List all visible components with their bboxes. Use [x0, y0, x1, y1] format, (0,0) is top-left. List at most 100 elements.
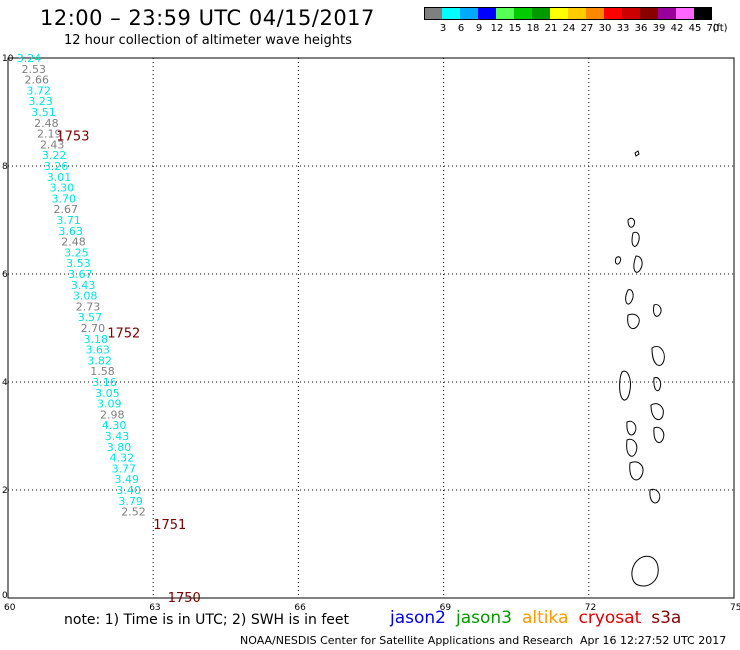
wave-height-value: 2.48 [61, 236, 86, 249]
coastline-island [653, 426, 665, 444]
colorbar-border [424, 7, 712, 20]
wave-height-value: 2.66 [24, 74, 49, 87]
wave-height-value: 3.25 [64, 246, 89, 259]
lon-tick-label: 69 [440, 603, 452, 613]
legend-item-cryosat: cryosat [578, 608, 642, 628]
lon-tick-label: 63 [149, 603, 160, 613]
wave-height-value: 3.77 [112, 462, 136, 475]
colorbar-swatch [568, 7, 586, 20]
coastline-island [626, 420, 637, 436]
colorbar-swatch [478, 7, 496, 20]
coastline-island [629, 461, 644, 481]
wave-height-value: 3.24 [17, 52, 41, 65]
coastline-island [619, 370, 631, 401]
wave-height-value: 3.43 [105, 430, 130, 443]
colorbar-label: 45 [688, 23, 702, 34]
credit-line: NOAA/NESDIS Center for Satellite Applica… [240, 634, 574, 647]
lat-tick-label: 10 [2, 54, 14, 64]
colorbar-label: 12 [490, 23, 504, 34]
colorbar-swatch [514, 7, 532, 20]
pass-time-labels: 1753 1752 1751 1750 [56, 129, 200, 606]
coastline-island [650, 403, 664, 421]
coastline-island [653, 377, 662, 392]
pass-time-label: 1750 [168, 591, 201, 606]
wave-height-value: 2.53 [22, 63, 47, 76]
wave-height-value: 3.57 [78, 311, 103, 324]
colorbar-label: 3 [439, 23, 447, 34]
coastline-island [633, 255, 643, 273]
wave-height-value: 3.09 [97, 398, 122, 411]
colorbar-label: 36 [634, 23, 648, 34]
colorbar-unit: (ft) [712, 23, 728, 34]
wave-height-observations: 3.242.532.663.723.233.512.482.192.433.22… [17, 52, 146, 519]
coastline-island [631, 555, 659, 587]
lat-tick-label: 8 [2, 162, 8, 172]
axis-ticks: 60 63 66 69 72 75 0 2 4 6 8 10 [2, 54, 740, 613]
colorbar-swatch [496, 7, 514, 20]
wave-height-value: 3.67 [68, 268, 93, 281]
lat-tick-label: 2 [2, 486, 8, 496]
coastline-island [627, 313, 640, 330]
wave-height-value: 2.48 [34, 117, 59, 130]
wave-height-value: 3.23 [28, 95, 53, 108]
wave-height-value: 3.53 [66, 257, 91, 270]
colorbar-swatch [604, 7, 622, 20]
map-frame [7, 57, 735, 599]
colorbar-label: 21 [544, 23, 558, 34]
colorbar-label: 6 [457, 23, 465, 34]
wave-height-value: 2.19 [37, 128, 62, 141]
wave-height-value: 2.43 [40, 138, 65, 151]
wave-height-value: 3.63 [85, 344, 110, 357]
wave-height-value: 2.73 [76, 300, 101, 313]
colorbar-label: 24 [562, 23, 576, 34]
coastline-island [653, 304, 662, 317]
map-grid [8, 58, 734, 598]
wave-height-value: 3.22 [42, 149, 67, 162]
pass-time-label: 1753 [56, 129, 89, 144]
wave-height-value: 3.05 [95, 387, 120, 400]
wave-height-value: 3.30 [50, 182, 75, 195]
pass-time-label: 1752 [107, 326, 140, 341]
lon-tick-label: 60 [4, 603, 16, 613]
lat-tick-label: 6 [2, 270, 8, 280]
colorbar-swatch [676, 7, 694, 20]
colorbar-swatch [622, 7, 640, 20]
legend-item-altika: altika [522, 608, 569, 628]
wave-height-value: 3.51 [31, 106, 56, 119]
wave-height-value: 2.70 [81, 322, 106, 335]
legend-item-jason2: jason2 [390, 608, 446, 628]
wave-height-value: 4.30 [102, 419, 127, 432]
wave-height-value: 3.79 [118, 495, 142, 508]
wave-height-value: 3.40 [116, 484, 141, 497]
colorbar-swatch [586, 7, 604, 20]
colorbar-label: 9 [475, 23, 483, 34]
wave-height-value: 3.49 [114, 473, 139, 486]
colorbar-swatch [532, 7, 550, 20]
colorbar-swatch [640, 7, 658, 20]
colorbar-label: 30 [598, 23, 612, 34]
coastline-island [634, 150, 640, 157]
colorbar-label: 33 [616, 23, 630, 34]
colorbar-label: 18 [526, 23, 540, 34]
coastline-island [626, 438, 638, 457]
coastline-island [651, 346, 665, 366]
wave-height-value: 3.43 [71, 279, 96, 292]
colorbar-label: 27 [580, 23, 594, 34]
coastline-island [631, 231, 640, 247]
generation-timestamp: Apr 16 12:27:52 UTC 2017 [580, 634, 727, 647]
colorbar-label: 15 [508, 23, 522, 34]
coastline-island [627, 217, 635, 228]
wave-height-value: 3.63 [58, 225, 83, 238]
wave-height-value: 2.67 [53, 203, 78, 216]
pass-time-label: 1751 [153, 518, 186, 533]
wave-height-value: 2.98 [100, 408, 125, 421]
colorbar-swatch [694, 7, 712, 20]
legend-item-s3a: s3a [651, 608, 682, 628]
lat-tick-label: 0 [2, 591, 8, 601]
satellite-legend: jason2 jason3 altika cryosat s3a [390, 608, 691, 628]
wave-height-value: 3.16 [92, 376, 117, 389]
colorbar-label: 42 [670, 23, 684, 34]
wave-height-value: 3.70 [52, 192, 76, 205]
colorbar-swatch [658, 7, 676, 20]
